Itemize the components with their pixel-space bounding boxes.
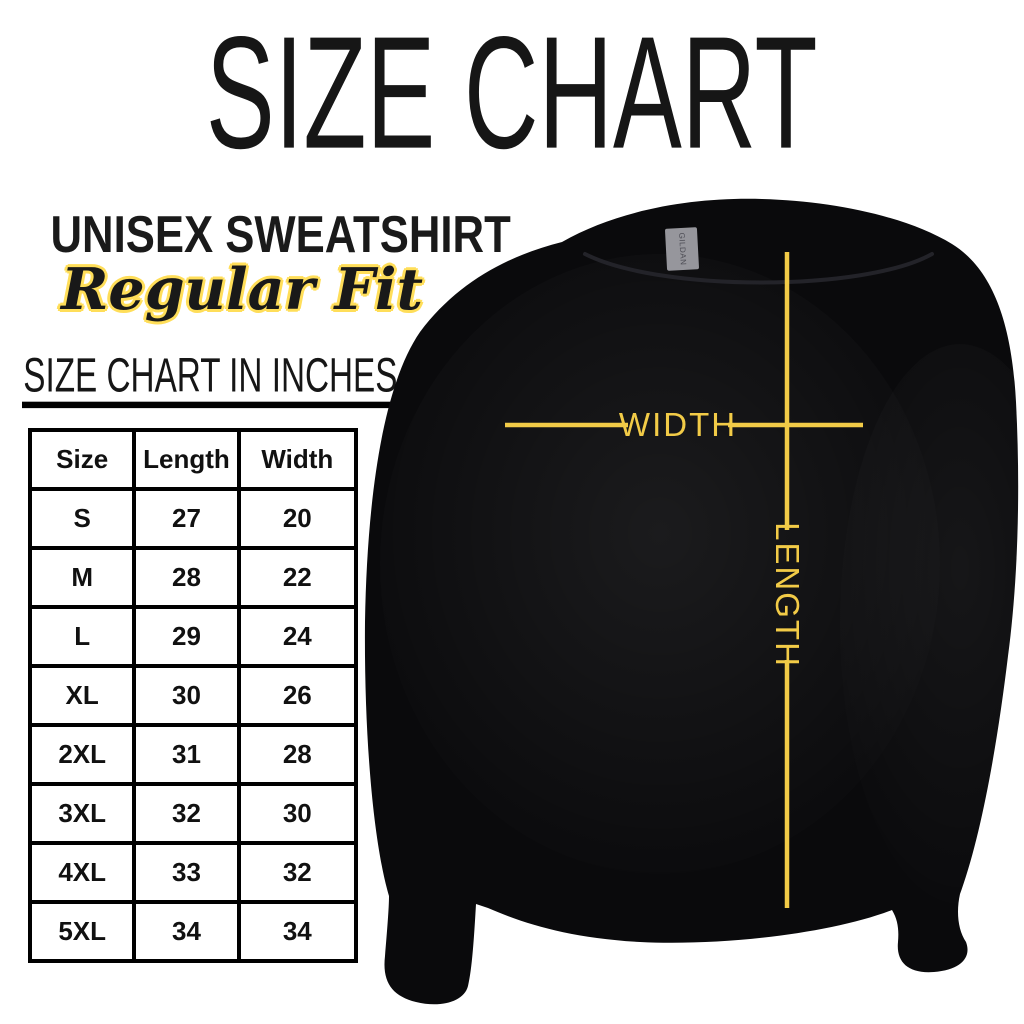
page-title: SIZE CHART xyxy=(0,8,1024,180)
table-row: XL 30 26 xyxy=(27,664,359,727)
width-cell: 26 xyxy=(236,664,359,727)
size-cell: M xyxy=(27,546,137,609)
column-header-length: Length xyxy=(132,428,241,491)
length-cell: 33 xyxy=(132,841,241,904)
table-heading-wrap: SIZE CHART IN INCHES xyxy=(22,352,611,413)
fabric-sheen xyxy=(840,344,1024,904)
length-cell: 28 xyxy=(132,546,241,609)
fabric-sheen xyxy=(380,254,940,874)
width-cell: 32 xyxy=(236,841,359,904)
collar-tag-rect xyxy=(665,227,699,271)
length-cell: 30 xyxy=(132,664,241,727)
collar-tag: GILDAN xyxy=(665,227,699,271)
length-label: LENGTH xyxy=(769,522,806,668)
size-cell: L xyxy=(27,605,137,668)
size-cell: 4XL xyxy=(27,841,137,904)
sweatshirt-illustration: GILDAN WIDTH LENGTH xyxy=(364,198,1024,1005)
table-row: 3XL 32 30 xyxy=(27,782,359,845)
table-row: 4XL 33 32 xyxy=(27,841,359,904)
size-cell: 2XL xyxy=(27,723,137,786)
length-cell: 29 xyxy=(132,605,241,668)
width-cell: 20 xyxy=(236,487,359,550)
table-heading: SIZE CHART IN INCHES xyxy=(22,352,399,409)
size-table: Size Length Width S 27 20 M 28 22 L 29 2… xyxy=(27,428,359,963)
product-info: UNISEX SWEATSHIRT Regular Fit xyxy=(14,208,510,323)
table-row: S 27 20 xyxy=(27,487,359,550)
size-cell: S xyxy=(27,487,137,550)
width-cell: 30 xyxy=(236,782,359,845)
length-cell: 31 xyxy=(132,723,241,786)
column-header-width: Width xyxy=(236,428,359,491)
column-header-size: Size xyxy=(27,428,137,491)
page-title-text: SIZE CHART xyxy=(206,3,818,183)
size-cell: 3XL xyxy=(27,782,137,845)
table-row: 5XL 34 34 xyxy=(27,900,359,963)
size-cell: XL xyxy=(27,664,137,727)
width-cell: 34 xyxy=(236,900,359,963)
table-row: M 28 22 xyxy=(27,546,359,609)
collar-seam xyxy=(583,252,934,285)
size-cell: 5XL xyxy=(27,900,137,963)
fit-heading: Regular Fit xyxy=(61,255,423,323)
width-cell: 22 xyxy=(236,546,359,609)
width-cell: 28 xyxy=(236,723,359,786)
collar-tag-text: GILDAN xyxy=(677,232,688,265)
table-row: L 29 24 xyxy=(27,605,359,668)
length-cell: 32 xyxy=(132,782,241,845)
table-row: 2XL 31 28 xyxy=(27,723,359,786)
sweatshirt-photo: GILDAN WIDTH LENGTH xyxy=(360,194,1024,1024)
width-cell: 24 xyxy=(236,605,359,668)
length-cell: 27 xyxy=(132,487,241,550)
table-header-row: Size Length Width xyxy=(27,428,359,491)
width-label: WIDTH xyxy=(619,406,737,443)
length-cell: 34 xyxy=(132,900,241,963)
